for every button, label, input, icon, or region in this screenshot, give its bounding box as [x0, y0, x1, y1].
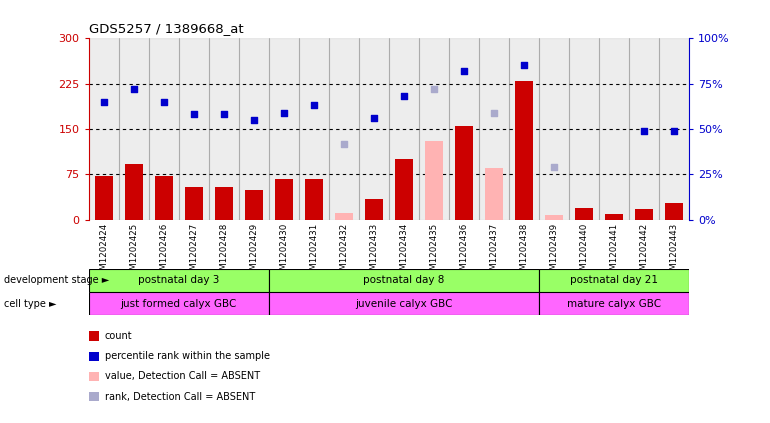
Point: [457, 67, 470, 74]
Bar: [89, 269, 269, 292]
Text: postnatal day 3: postnatal day 3: [138, 275, 219, 285]
Bar: [425, 141, 443, 220]
Bar: [629, 38, 659, 220]
Text: rank, Detection Call = ABSENT: rank, Detection Call = ABSENT: [105, 392, 255, 402]
Text: postnatal day 8: postnatal day 8: [363, 275, 444, 285]
Bar: [119, 38, 149, 220]
Bar: [359, 38, 389, 220]
Bar: [275, 179, 293, 220]
Bar: [485, 168, 503, 220]
Bar: [455, 126, 473, 220]
Bar: [299, 38, 329, 220]
Point: [217, 111, 229, 118]
Point: [248, 117, 260, 124]
Bar: [395, 159, 413, 220]
Bar: [245, 190, 263, 220]
Bar: [95, 176, 112, 220]
Bar: [335, 213, 353, 220]
Point: [307, 102, 320, 109]
Text: juvenile calyx GBC: juvenile calyx GBC: [355, 299, 453, 308]
Bar: [545, 215, 563, 220]
Point: [337, 140, 350, 147]
Point: [127, 85, 140, 92]
Bar: [209, 38, 239, 220]
Bar: [365, 199, 383, 220]
Text: percentile rank within the sample: percentile rank within the sample: [105, 351, 270, 361]
Text: count: count: [105, 331, 132, 341]
Point: [428, 85, 440, 92]
Bar: [575, 208, 593, 220]
Bar: [479, 38, 509, 220]
Point: [638, 127, 650, 134]
Bar: [149, 38, 179, 220]
Text: just formed calyx GBC: just formed calyx GBC: [120, 299, 237, 308]
Text: cell type ►: cell type ►: [4, 299, 56, 308]
Bar: [269, 292, 539, 315]
Bar: [329, 38, 359, 220]
Point: [188, 111, 200, 118]
Bar: [449, 38, 479, 220]
Bar: [539, 269, 689, 292]
Bar: [185, 187, 203, 220]
Point: [517, 62, 530, 69]
Text: development stage ►: development stage ►: [4, 275, 109, 285]
Text: value, Detection Call = ABSENT: value, Detection Call = ABSENT: [105, 371, 259, 382]
Bar: [155, 176, 172, 220]
Point: [548, 164, 561, 170]
Point: [397, 93, 410, 100]
Bar: [239, 38, 269, 220]
Text: GDS5257 / 1389668_at: GDS5257 / 1389668_at: [89, 22, 243, 36]
Bar: [215, 187, 233, 220]
Point: [277, 109, 290, 116]
Bar: [419, 38, 449, 220]
Point: [488, 109, 500, 116]
Text: postnatal day 21: postnatal day 21: [570, 275, 658, 285]
Bar: [665, 203, 683, 220]
Bar: [389, 38, 419, 220]
Bar: [305, 179, 323, 220]
Bar: [569, 38, 599, 220]
Bar: [635, 209, 653, 220]
Bar: [269, 269, 539, 292]
Point: [157, 99, 169, 105]
Bar: [539, 292, 689, 315]
Bar: [125, 164, 142, 220]
Bar: [605, 214, 623, 220]
Text: mature calyx GBC: mature calyx GBC: [567, 299, 661, 308]
Bar: [515, 80, 533, 220]
Bar: [659, 38, 689, 220]
Bar: [89, 292, 269, 315]
Point: [368, 115, 380, 121]
Bar: [269, 38, 299, 220]
Bar: [179, 38, 209, 220]
Bar: [509, 38, 539, 220]
Bar: [89, 38, 119, 220]
Point: [668, 127, 681, 134]
Point: [97, 99, 110, 105]
Bar: [539, 38, 569, 220]
Bar: [599, 38, 629, 220]
